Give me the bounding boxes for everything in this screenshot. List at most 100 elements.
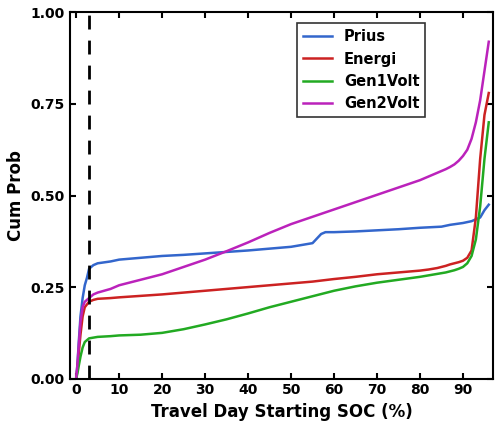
Energi <box>452 261 458 266</box>
Prius <box>90 262 96 268</box>
Energi <box>90 297 96 303</box>
Gen2Volt <box>374 192 380 197</box>
Energi <box>426 267 432 272</box>
Gen1Volt <box>468 253 474 259</box>
Energi <box>73 376 79 381</box>
Gen2Volt <box>159 272 165 277</box>
Prius <box>331 229 337 235</box>
Gen1Volt <box>443 270 449 275</box>
Energi <box>116 295 122 300</box>
Gen2Volt <box>417 178 423 183</box>
Gen1Volt <box>73 376 79 381</box>
Gen1Volt <box>331 288 337 293</box>
Energi <box>477 156 483 161</box>
Gen2Volt <box>310 214 316 219</box>
Gen2Volt <box>352 199 358 205</box>
Gen2Volt <box>288 222 294 227</box>
Gen2Volt <box>224 249 230 254</box>
Energi <box>78 332 84 337</box>
Prius <box>74 361 80 366</box>
Prius <box>352 229 358 234</box>
Gen1Volt <box>90 335 96 340</box>
Gen2Volt <box>266 230 272 235</box>
Energi <box>224 286 230 291</box>
Energi <box>482 113 488 118</box>
Gen2Volt <box>138 277 143 282</box>
Energi <box>266 282 272 288</box>
Energi <box>447 262 453 267</box>
Energi <box>464 255 470 260</box>
Gen2Volt <box>486 39 492 45</box>
Energi <box>80 314 86 319</box>
Prius <box>82 282 88 288</box>
Energi <box>108 295 114 300</box>
Prius <box>78 314 84 319</box>
Prius <box>138 255 143 260</box>
Energi <box>288 281 294 286</box>
Gen2Volt <box>94 290 100 295</box>
Prius <box>460 220 466 226</box>
Gen2Volt <box>90 292 96 297</box>
Prius <box>159 253 165 259</box>
Energi <box>86 299 92 304</box>
Prius <box>80 295 86 300</box>
Prius <box>288 244 294 250</box>
Energi <box>434 265 440 270</box>
Prius <box>266 246 272 251</box>
Energi <box>443 263 449 268</box>
Gen2Volt <box>202 257 208 262</box>
Prius <box>473 217 479 222</box>
Prius <box>396 227 402 232</box>
Gen2Volt <box>82 299 88 304</box>
Prius <box>224 250 230 255</box>
Prius <box>322 229 328 235</box>
Prius <box>73 376 79 381</box>
Gen2Volt <box>74 361 80 366</box>
Line: Prius: Prius <box>76 205 489 379</box>
Energi <box>74 365 80 370</box>
Energi <box>82 305 88 310</box>
Gen1Volt <box>76 363 82 369</box>
Energi <box>202 288 208 293</box>
Gen1Volt <box>266 305 272 310</box>
Prius <box>116 257 122 262</box>
Prius <box>417 225 423 230</box>
Gen1Volt <box>116 333 122 338</box>
Prius <box>438 224 444 229</box>
Gen2Volt <box>78 319 84 324</box>
Energi <box>76 351 82 356</box>
Prius <box>482 208 488 213</box>
Energi <box>245 285 251 290</box>
Gen1Volt <box>426 273 432 278</box>
Gen1Volt <box>86 336 92 341</box>
Prius <box>180 252 186 257</box>
Gen1Volt <box>456 266 462 271</box>
Energi <box>468 248 474 253</box>
Gen1Volt <box>224 317 230 322</box>
Prius <box>486 202 492 207</box>
Prius <box>318 232 324 237</box>
Gen2Volt <box>482 68 488 74</box>
Prius <box>202 251 208 256</box>
Line: Gen1Volt: Gen1Volt <box>76 122 489 379</box>
Gen1Volt <box>180 327 186 332</box>
Gen2Volt <box>443 166 449 172</box>
Prius <box>310 241 316 246</box>
Energi <box>159 292 165 297</box>
Gen2Volt <box>245 240 251 245</box>
Gen1Volt <box>94 334 100 339</box>
Energi <box>460 258 466 263</box>
Gen2Volt <box>396 185 402 190</box>
Prius <box>468 219 474 224</box>
Prius <box>374 228 380 233</box>
Gen2Volt <box>86 295 92 300</box>
Prius <box>76 339 82 345</box>
Gen1Volt <box>486 120 492 125</box>
Gen1Volt <box>434 271 440 276</box>
Gen1Volt <box>82 339 88 345</box>
Gen1Volt <box>447 269 453 274</box>
Gen2Volt <box>116 282 122 288</box>
Gen1Volt <box>74 371 80 376</box>
Gen1Volt <box>159 330 165 336</box>
Gen2Volt <box>464 147 470 152</box>
